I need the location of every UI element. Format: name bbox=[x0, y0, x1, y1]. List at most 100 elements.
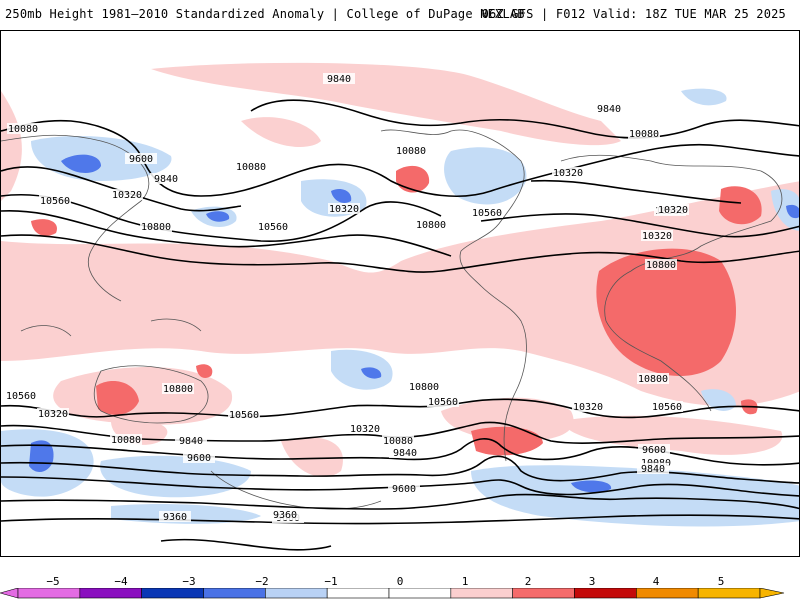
contour-line bbox=[1, 455, 799, 484]
contour-label: 9840 bbox=[393, 448, 417, 459]
contour-line bbox=[480, 213, 799, 238]
contour-label-bg bbox=[395, 145, 427, 156]
contour-label: 9840 bbox=[179, 436, 203, 447]
contour-label: 10800 bbox=[141, 222, 171, 233]
contour-label: 10800 bbox=[416, 220, 446, 231]
contour-label: 9360 bbox=[273, 510, 297, 521]
contour-label-bg bbox=[388, 483, 420, 494]
contour-label: 10320 bbox=[642, 231, 672, 242]
contour-label: 10320 bbox=[112, 190, 142, 201]
contour-label-bg bbox=[628, 128, 660, 139]
colorbar-tick: 2 bbox=[524, 575, 532, 588]
colorbar-segment bbox=[79, 588, 142, 599]
contour-label-bg bbox=[7, 123, 39, 134]
pos-anomaly-core bbox=[196, 364, 213, 378]
neg-anomaly-core bbox=[361, 367, 382, 379]
pos-anomaly-region bbox=[241, 117, 321, 147]
contour-line bbox=[1, 514, 799, 525]
colorbar-segment bbox=[265, 588, 328, 599]
contour-label-bg bbox=[415, 219, 447, 230]
contour-label-bg bbox=[641, 230, 673, 241]
contour-label-bg bbox=[257, 221, 289, 232]
contour-label-bg bbox=[5, 390, 37, 401]
contour-label: 10560 bbox=[652, 402, 682, 413]
contour-label-bg bbox=[637, 373, 669, 384]
contour-line bbox=[530, 179, 742, 204]
contour-label-bg bbox=[638, 444, 670, 455]
colorbar-arrow-left bbox=[0, 588, 19, 599]
contour-label: 9840 bbox=[327, 74, 351, 85]
contour-label: 10320 bbox=[573, 402, 603, 413]
contour-label: 10320 bbox=[658, 205, 688, 216]
colorbar-tick: 0 bbox=[396, 575, 404, 588]
contour-label-bg bbox=[637, 463, 669, 474]
contour-label: 9600 bbox=[392, 484, 416, 495]
colorbar-tick: −3 bbox=[182, 575, 196, 588]
contour-label: 10320 bbox=[329, 204, 359, 215]
contour-label: 10080 bbox=[8, 124, 38, 135]
contour-label-bg bbox=[323, 73, 355, 84]
contour-label-bg bbox=[162, 383, 194, 394]
contour-label-bg bbox=[111, 189, 143, 200]
pos-anomaly-core bbox=[96, 381, 139, 415]
contour-line bbox=[1, 476, 799, 497]
colorbar-segment bbox=[326, 588, 390, 599]
pos-anomaly-core bbox=[396, 165, 430, 193]
contour-label-bg bbox=[640, 457, 672, 468]
contour-label-bg bbox=[37, 408, 69, 419]
contour-line bbox=[1, 234, 799, 273]
contour-label-bg bbox=[552, 167, 584, 178]
pos-anomaly-region bbox=[281, 437, 343, 477]
contour-line bbox=[1, 421, 799, 444]
contour-line bbox=[1, 193, 442, 243]
colorbar-segment bbox=[388, 588, 452, 599]
contour-line bbox=[1, 493, 799, 510]
contour-label-bg bbox=[175, 435, 207, 446]
colorbar-tick: 1 bbox=[461, 575, 469, 588]
contour-label: 10080 bbox=[236, 162, 266, 173]
contour-label: 10320 bbox=[38, 409, 68, 420]
contour-label-bg bbox=[382, 435, 414, 446]
neg-anomaly-region bbox=[771, 189, 799, 231]
colorbar-tick: 4 bbox=[652, 575, 660, 588]
contour-label: 10560 bbox=[472, 208, 502, 219]
contour-label: 9360 bbox=[163, 512, 187, 523]
pos-anomaly-region bbox=[561, 415, 783, 455]
contour-label-bg bbox=[572, 401, 604, 412]
contour-label: 10080 bbox=[111, 435, 141, 446]
contour-label: 10800 bbox=[163, 384, 193, 395]
contour-label: 9600 bbox=[187, 453, 211, 464]
contour-label: 10560 bbox=[40, 196, 70, 207]
contour-label: 10080 bbox=[396, 146, 426, 157]
colorbar-segment bbox=[636, 588, 699, 599]
colorbar-tick: −2 bbox=[255, 575, 269, 588]
contour-label: 9840 bbox=[154, 174, 178, 185]
contour-label: 10320 bbox=[350, 424, 380, 435]
contour-label-bg bbox=[427, 396, 459, 407]
neg-anomaly-region bbox=[31, 136, 172, 181]
contour-label: 10800 bbox=[409, 382, 439, 393]
contour-label: 9840 bbox=[641, 464, 665, 475]
contour-label-bg bbox=[389, 447, 421, 458]
contour-label: 9840 bbox=[597, 104, 621, 115]
neg-anomaly-region bbox=[701, 389, 736, 411]
neg-anomaly-core bbox=[61, 154, 101, 173]
contour-label: 10800 bbox=[646, 260, 676, 271]
contour-label-bg bbox=[183, 452, 215, 463]
contour-label-bg bbox=[269, 509, 301, 520]
contour-label: 9600 bbox=[642, 445, 666, 456]
contour-label-bg bbox=[228, 409, 260, 420]
contour-line bbox=[1, 398, 799, 419]
contour-label-bg bbox=[235, 161, 267, 172]
neg-anomaly-core bbox=[206, 211, 230, 222]
colorbar-tick: −1 bbox=[324, 575, 338, 588]
pos-anomaly-region bbox=[53, 367, 233, 425]
pos-anomaly-region bbox=[441, 397, 574, 441]
contour-label-bg bbox=[140, 221, 172, 232]
contour-label-bg bbox=[657, 204, 689, 215]
map-title: 250mb Height 1981–2010 Standardized Anom… bbox=[5, 7, 525, 21]
pos-anomaly-core bbox=[471, 426, 543, 456]
contour-label-bg bbox=[110, 434, 142, 445]
contour-label: 10560 bbox=[6, 391, 36, 402]
contour-label: 10800 bbox=[638, 374, 668, 385]
